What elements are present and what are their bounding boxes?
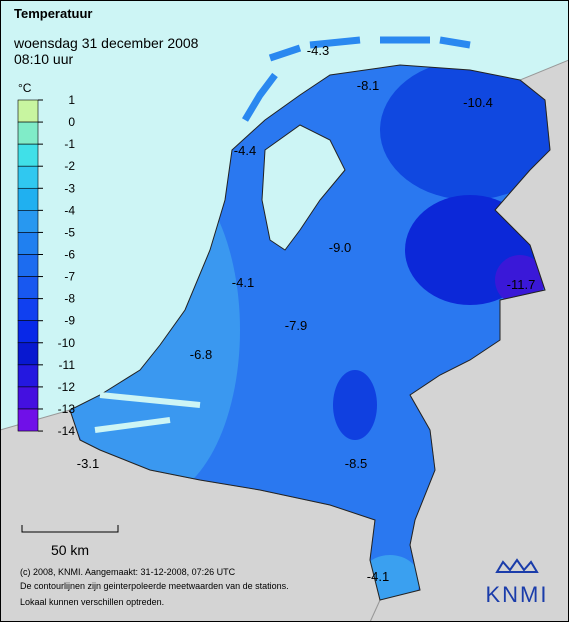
legend-swatch [17, 99, 39, 123]
legend-label: -13 [58, 402, 76, 416]
logo-crown [495, 558, 539, 573]
station-value: -11.7 [507, 277, 536, 292]
station-value: -8.5 [345, 456, 367, 471]
legend-swatch [17, 408, 39, 432]
legend-swatch [17, 210, 39, 233]
legend-swatch [17, 187, 39, 211]
estuaries [94, 392, 201, 433]
legend-label: -4 [64, 203, 75, 217]
logo: KNMI [486, 582, 549, 607]
legend-swatch [17, 298, 39, 322]
title: Temperatuur [14, 6, 93, 21]
legend: 1 0 -1 -2 -3 -4 -5 -6 -7 -8 -9 -10 -11 -12 -13 -14 [17, 93, 76, 438]
legend-swatch [17, 143, 39, 167]
legend-swatch [17, 276, 39, 299]
legend-swatch [17, 364, 39, 388]
station-value: -8.1 [357, 78, 379, 93]
station-value: -9.0 [329, 240, 351, 255]
legend-label: -6 [64, 247, 75, 261]
scale-label: 50 km [51, 542, 89, 558]
legend-label: 1 [68, 93, 75, 107]
legend-label: -12 [58, 380, 76, 394]
legend-label: -5 [64, 225, 75, 239]
islands [241, 36, 471, 122]
station-value: -4.4 [234, 143, 256, 158]
station-value: -6.8 [190, 347, 212, 362]
legend-label: -7 [64, 270, 75, 284]
legend-label: -2 [64, 159, 75, 173]
station-value: -7.9 [285, 318, 307, 333]
legend-label: -14 [58, 424, 76, 438]
footer-line: (c) 2008, KNMI. Aangemaakt: 31-12-2008, … [20, 567, 236, 577]
legend-swatch [17, 386, 39, 410]
labels: -4.3 -8.1 -10.4 -4.4 -9.0 -11.7 -4.1 -7.9 -6.8 -3… [77, 43, 536, 584]
legend-label: -11 [59, 358, 76, 372]
legend-label: 0 [68, 115, 75, 129]
legend-label: -9 [64, 314, 75, 328]
ijsselmeer [261, 124, 346, 251]
time: 08:10 uur [14, 51, 73, 67]
legend-swatch [17, 254, 39, 277]
legend-swatch [17, 165, 39, 189]
scale-bar [21, 525, 119, 533]
legend-label: -1 [64, 137, 75, 151]
legend-swatch [17, 342, 39, 366]
legend-label: -3 [64, 181, 75, 195]
border [69, 64, 551, 601]
station-value: -4.1 [232, 275, 254, 290]
station-value: -3.1 [77, 456, 99, 471]
legend-swatch [17, 320, 39, 344]
footer-line: Lokaal kunnen verschillen optreden. [20, 597, 164, 607]
unit: °C [18, 81, 32, 95]
legend-label: -10 [58, 336, 76, 350]
legend-label: -8 [64, 292, 75, 306]
station-value: -4.1 [367, 569, 389, 584]
station-value: -4.3 [307, 43, 329, 58]
station-value: -10.4 [463, 95, 493, 110]
date: woensdag 31 december 2008 [13, 35, 199, 51]
legend-swatch [17, 121, 39, 145]
legend-swatch [17, 232, 39, 255]
footer-line: De contourlijnen zijn geinterpoleerde me… [20, 581, 289, 591]
